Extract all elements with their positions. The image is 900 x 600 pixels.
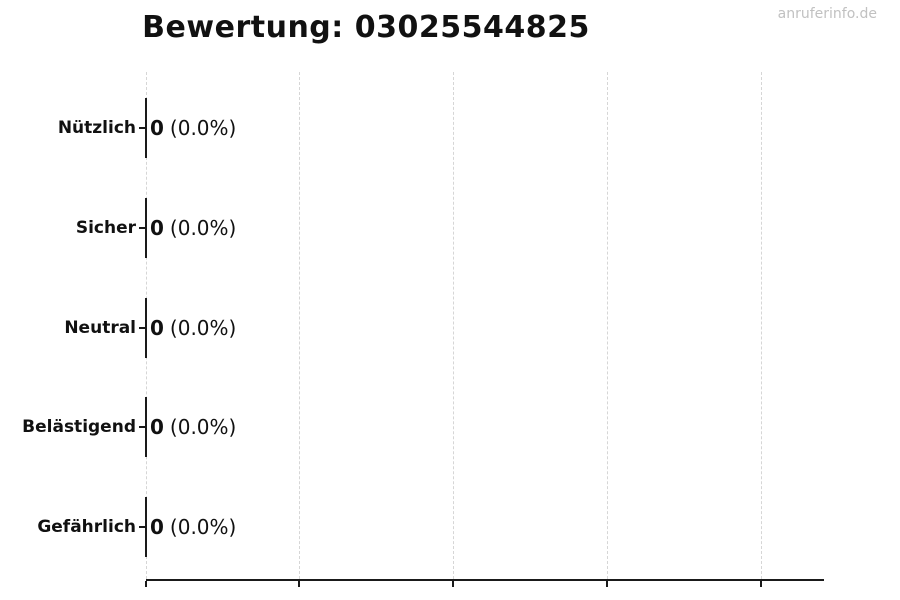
value-label: 0 (0.0%) [150, 414, 236, 440]
gridline [299, 72, 300, 579]
category-label: Belästigend [22, 417, 136, 437]
value-count: 0 [150, 116, 164, 140]
value-percent: (0.0%) [169, 316, 237, 340]
category-label: Sicher [75, 218, 136, 238]
value-count: 0 [150, 515, 164, 539]
value-percent: (0.0%) [169, 116, 237, 140]
gridline [761, 72, 762, 579]
gridline [607, 72, 608, 579]
category-label: Gefährlich [37, 517, 136, 537]
y-axis-tick [139, 327, 146, 329]
bar-gefaehrlich [145, 497, 147, 557]
x-axis-tick [145, 581, 147, 587]
value-count: 0 [150, 415, 164, 439]
x-axis-tick [606, 581, 608, 587]
plot-area: Nützlich 0 (0.0%) Sicher 0 (0.0%) Neutral … [22, 72, 824, 587]
value-percent: (0.0%) [169, 415, 237, 439]
y-axis-tick [139, 227, 146, 229]
value-count: 0 [150, 316, 164, 340]
chart-title: Bewertung: 03025544825 [142, 10, 590, 45]
bar-neutral [145, 298, 147, 358]
bar-sicher [145, 198, 147, 258]
value-label: 0 (0.0%) [150, 215, 236, 241]
y-axis-tick [139, 526, 146, 528]
category-label: Nützlich [57, 118, 136, 138]
x-axis-tick [760, 581, 762, 587]
value-percent: (0.0%) [169, 515, 237, 539]
x-axis-tick [298, 581, 300, 587]
value-percent: (0.0%) [169, 216, 237, 240]
x-axis-tick [452, 581, 454, 587]
gridline [453, 72, 454, 579]
y-axis-tick [139, 127, 146, 129]
value-label: 0 (0.0%) [150, 514, 236, 540]
value-label: 0 (0.0%) [150, 315, 236, 341]
value-label: 0 (0.0%) [150, 115, 236, 141]
category-label: Neutral [64, 318, 136, 338]
bar-nuetzlich [145, 98, 147, 158]
y-axis-tick [139, 426, 146, 428]
bar-belaestigend [145, 397, 147, 457]
value-count: 0 [150, 216, 164, 240]
watermark-text: anruferinfo.de [777, 6, 877, 22]
